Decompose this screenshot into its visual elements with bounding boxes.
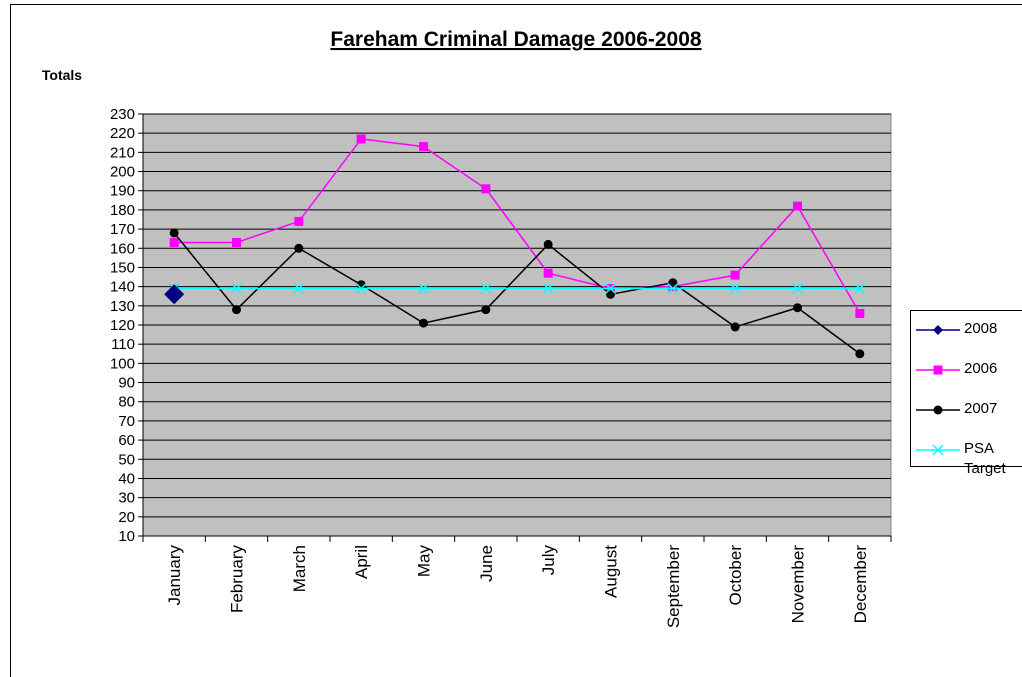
y-tick-label: 140 — [110, 279, 135, 296]
y-tick-label: 50 — [118, 451, 135, 468]
y-tick-label: 120 — [110, 317, 135, 334]
marker — [481, 305, 491, 315]
y-tick-label: 180 — [110, 202, 135, 219]
marker — [606, 289, 615, 299]
x-tick-label: September — [664, 545, 683, 628]
marker — [356, 134, 366, 144]
x-tick-label: August — [602, 545, 621, 598]
y-tick-label: 40 — [118, 470, 135, 487]
legend-entry: 2007 — [964, 400, 998, 417]
marker — [604, 283, 617, 295]
y-tick-label: 10 — [118, 528, 135, 545]
legend-box — [910, 310, 1022, 467]
marker — [294, 216, 304, 226]
marker — [419, 318, 428, 328]
series-line — [174, 138, 861, 314]
y-tick-label: 90 — [118, 375, 135, 392]
marker — [293, 283, 305, 295]
marker — [169, 238, 179, 248]
marker — [481, 184, 491, 194]
y-tick-label: 20 — [118, 509, 135, 526]
y-tick-label: 70 — [118, 413, 135, 430]
marker — [730, 322, 740, 332]
legend-entry: PSA Target — [964, 440, 1006, 477]
y-tick-label: 130 — [110, 298, 135, 315]
marker — [793, 303, 802, 313]
y-tick-label: 230 — [110, 106, 135, 123]
legend-label: PSA Target — [964, 440, 1006, 477]
marker — [933, 325, 943, 335]
marker — [543, 268, 553, 278]
legend-entry: 2008 — [964, 320, 998, 337]
y-axis-title: Totals — [42, 67, 82, 83]
marker — [355, 283, 367, 295]
x-tick-label: October — [726, 545, 745, 606]
y-tick-label: 100 — [110, 355, 135, 372]
marker — [729, 283, 741, 295]
marker — [543, 239, 553, 249]
x-tick-label: March — [290, 545, 309, 592]
y-tick-label: 150 — [110, 259, 135, 276]
marker — [232, 305, 241, 315]
y-tick-label: 30 — [118, 490, 135, 507]
y-tick-label: 80 — [118, 394, 135, 411]
y-tick-label: 190 — [110, 183, 135, 200]
x-tick-label: January — [165, 545, 184, 606]
x-tick-label: April — [352, 545, 371, 579]
marker — [164, 284, 185, 305]
y-tick-label: 200 — [110, 164, 135, 181]
marker — [730, 270, 740, 280]
marker — [417, 283, 430, 295]
x-tick-label: July — [539, 545, 558, 576]
marker — [294, 243, 304, 253]
series-line — [173, 232, 861, 355]
legend-entry: 2006 — [964, 360, 998, 377]
marker — [232, 238, 241, 248]
marker — [855, 308, 865, 318]
marker — [542, 283, 554, 295]
marker — [932, 444, 944, 456]
x-tick-label: June — [477, 545, 496, 582]
x-tick-label: February — [228, 545, 247, 614]
x-tick-label: November — [789, 545, 808, 624]
y-tick-label: 170 — [110, 221, 135, 238]
marker — [855, 349, 865, 359]
x-tick-label: December — [851, 545, 870, 624]
marker — [933, 365, 943, 375]
marker — [480, 283, 492, 295]
y-tick-label: 160 — [110, 240, 135, 257]
marker — [933, 405, 943, 415]
marker — [793, 201, 802, 211]
legend-label: 2007 — [964, 400, 998, 417]
y-tick-label: 110 — [111, 336, 135, 353]
x-tick-label: May — [415, 545, 434, 578]
y-tick-label: 60 — [118, 432, 135, 449]
marker — [419, 142, 428, 152]
marker — [230, 283, 243, 295]
y-tick-label: 210 — [110, 144, 135, 161]
legend-label: 2006 — [964, 360, 998, 377]
marker — [668, 278, 678, 288]
marker — [791, 283, 804, 295]
marker — [169, 228, 179, 238]
legend-label: 2008 — [964, 320, 998, 337]
y-tick-label: 220 — [110, 125, 135, 142]
chart-title: Fareham Criminal Damage 2006-2008 — [330, 28, 702, 51]
marker — [667, 283, 679, 295]
marker — [854, 283, 866, 295]
